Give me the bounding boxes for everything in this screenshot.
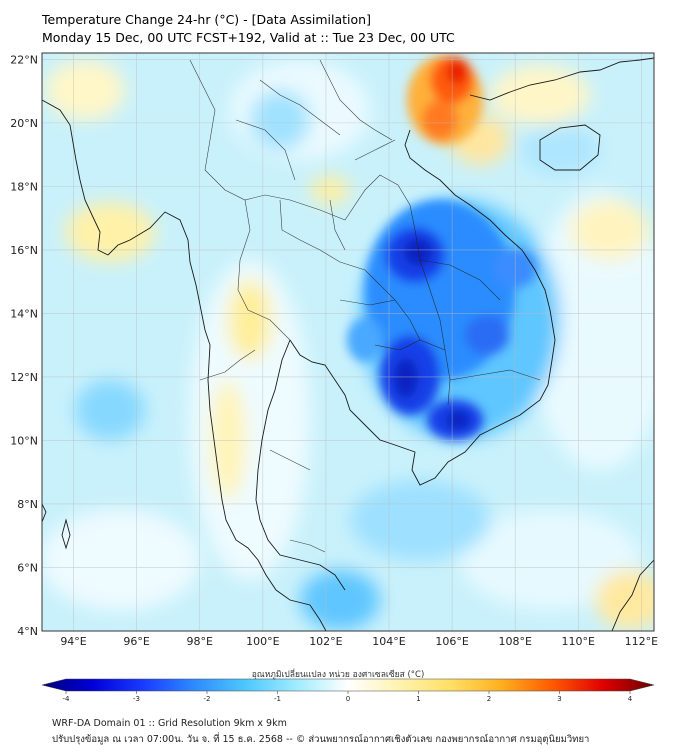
colorbar-tick-label: -4 [63,695,71,703]
colorbar-tick-label: 4 [628,695,633,703]
lon-label: 112°E [625,635,658,648]
colorbar-ticks: -4 -3 -2 -1 0 1 2 3 4 [63,691,633,703]
temperature-field [42,53,654,631]
lon-label: 104°E [372,635,405,648]
footer-model-info: WRF-DA Domain 01 :: Grid Resolution 9km … [52,718,287,729]
latitude-labels: 22°N 20°N 18°N 16°N 14°N 12°N 10°N 8°N 6°N 4°N [10,53,38,638]
lon-label: 100°E [246,635,279,648]
colorbar-tick-label: 0 [346,695,350,703]
province-borders [189,59,541,553]
lon-label: 110°E [562,635,595,648]
lon-label: 98°E [187,635,213,648]
colorbar-tick-label: -2 [204,695,211,703]
map-title: Temperature Change 24-hr (°C) - [Data As… [42,12,371,27]
graticule [42,53,654,631]
lon-label: 94°E [60,635,86,648]
lat-label: 18°N [10,180,38,193]
lat-label: 20°N [10,117,38,130]
lat-label: 16°N [10,244,38,257]
colorbar-tick-label: -3 [133,695,140,703]
lon-label: 106°E [435,635,468,648]
lon-label: 108°E [498,635,531,648]
lat-label: 10°N [10,434,38,447]
lat-label: 6°N [17,561,38,574]
colorbar-tick-label: 1 [416,695,420,703]
colorbar-title: อุณหภูมิเปลี่ยนแปลง หน่วย องศาเซลเซียส (… [251,670,425,680]
colorbar-tick-label: -1 [274,695,281,703]
lat-label: 8°N [17,498,38,511]
lat-label: 4°N [17,625,38,638]
colorbar-tick-label: 2 [487,695,491,703]
lat-label: 14°N [10,307,38,320]
lat-label: 12°N [10,371,38,384]
colorbar-tick-label: 3 [557,695,561,703]
longitude-labels: 94°E 96°E 98°E 100°E 102°E 104°E 106°E 108°E 110… [60,635,658,648]
lat-label: 22°N [10,53,38,66]
map-subtitle: Monday 15 Dec, 00 UTC FCST+192, Valid at… [42,30,455,45]
lon-label: 102°E [309,635,342,648]
footer-credit: ปรับปรุงข้อมูล ณ เวลา 07:00น. วัน จ. ที่… [52,734,590,745]
coastlines [42,57,654,631]
plot-frame [41,52,655,632]
lon-label: 96°E [123,635,149,648]
